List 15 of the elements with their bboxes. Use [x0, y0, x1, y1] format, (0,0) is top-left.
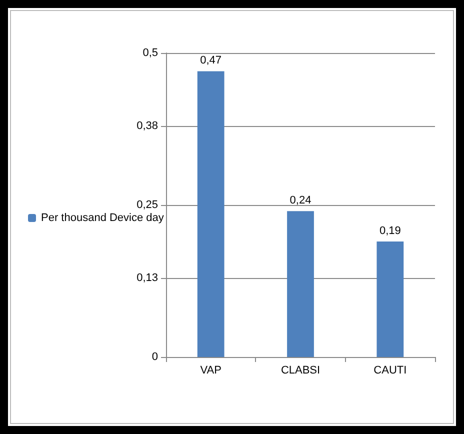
bar [287, 211, 314, 357]
data-label: 0,47 [200, 54, 222, 67]
bar [197, 71, 224, 357]
legend-label: Per thousand Device day [41, 212, 164, 224]
y-tick-label: 0,38 [136, 120, 158, 132]
bar [376, 241, 404, 357]
y-tick-label: 0,5 [142, 47, 158, 59]
y-tick-label: 0,13 [136, 272, 158, 284]
y-tick-label: 0,25 [136, 199, 158, 211]
data-label: 0,19 [379, 224, 401, 237]
y-tick-label: 0 [152, 351, 158, 363]
x-tick-label: CLABSI [280, 364, 320, 376]
x-tick-label: CAUTI [374, 364, 407, 376]
data-label: 0,24 [290, 194, 312, 207]
x-tick-label: VAP [200, 364, 222, 376]
